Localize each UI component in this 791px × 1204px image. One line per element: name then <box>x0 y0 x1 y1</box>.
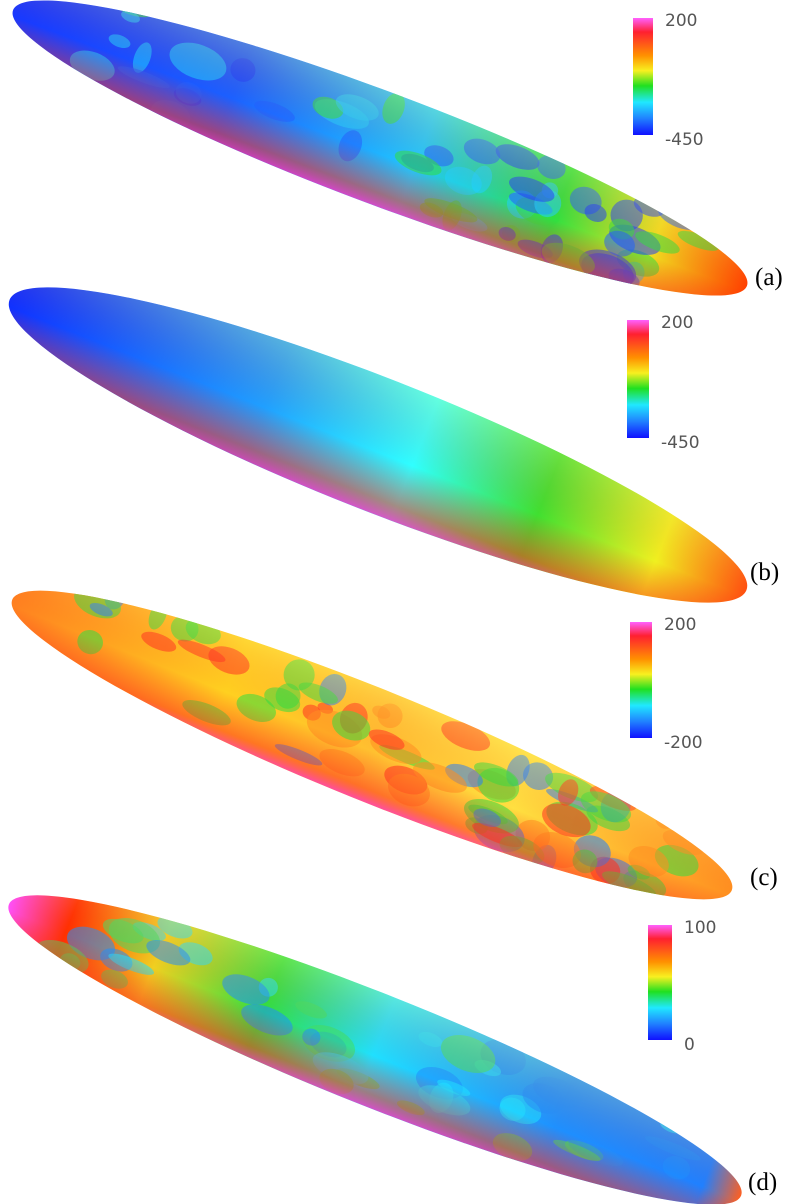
panel: 200 -450 (b) <box>0 238 779 651</box>
colorbar-min-label: -450 <box>665 130 704 150</box>
panel: 200 -200 (c) <box>0 548 778 945</box>
edge-shading <box>0 852 762 1204</box>
texture <box>0 238 771 651</box>
edge-shading <box>0 548 753 943</box>
colorbar <box>633 18 653 135</box>
colorbar-min-label: 0 <box>684 1035 695 1055</box>
panel-label: (d) <box>748 1169 777 1196</box>
panel: 200 -450 (a) <box>0 0 783 338</box>
colorbar-max-label: 200 <box>664 615 696 635</box>
ellipsoid <box>0 238 771 651</box>
edge-shading <box>0 238 771 651</box>
colorbar <box>630 622 652 738</box>
panel-label: (a) <box>755 264 783 291</box>
colorbar <box>627 320 649 438</box>
ellipsoid <box>0 548 753 945</box>
panel: 100 0 (d) <box>0 851 777 1204</box>
panel-label: (b) <box>750 559 779 586</box>
figure: 200 -450 (a) 200 -450 (b) 200 -200 (c) 100 0 (d) <box>0 0 791 1204</box>
panel-label: (c) <box>750 864 778 891</box>
texture <box>0 851 762 1204</box>
ellipsoid <box>0 851 762 1204</box>
colorbar-min-label: -200 <box>664 733 703 753</box>
colorbar-min-label: -450 <box>661 433 700 453</box>
colorbar-max-label: 200 <box>661 313 693 333</box>
colorbar-max-label: 200 <box>665 11 697 31</box>
colorbar <box>648 925 672 1040</box>
colorbar-max-label: 100 <box>684 918 716 938</box>
texture <box>0 548 753 945</box>
